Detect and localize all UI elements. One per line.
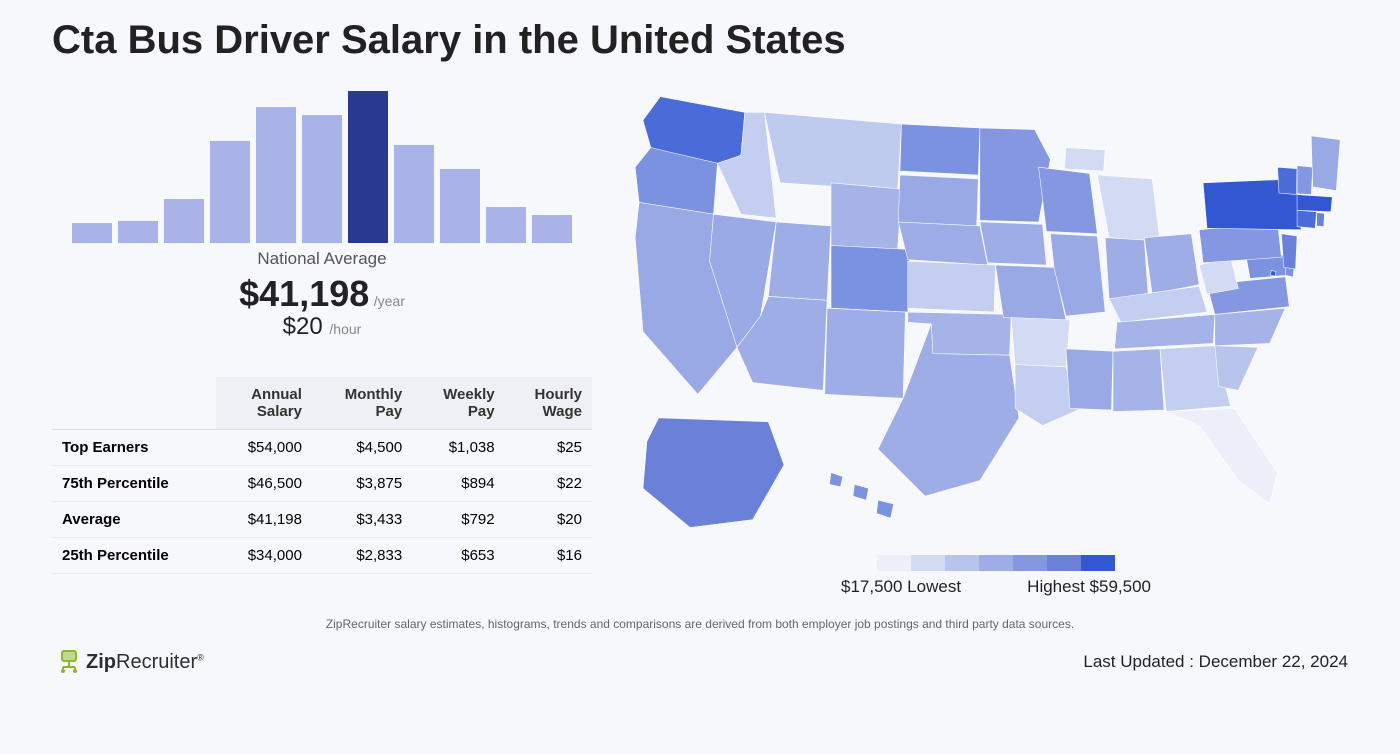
average-salary-block: $41,198 /year $20 /hour xyxy=(52,273,592,341)
state-ia xyxy=(980,222,1047,265)
legend-low-label: $17,500 Lowest xyxy=(841,577,961,597)
table-row: 75th Percentile$46,500$3,875$894$22 xyxy=(52,466,592,502)
map-legend-labels: $17,500 Lowest Highest $59,500 xyxy=(841,577,1151,597)
legend-swatch xyxy=(979,555,1013,571)
histogram-bar xyxy=(348,91,388,243)
histogram-bar xyxy=(164,199,204,243)
table-cell: 25th Percentile xyxy=(52,538,216,574)
state-nd xyxy=(900,124,980,175)
state-co xyxy=(831,246,909,313)
table-cell: $22 xyxy=(505,466,592,502)
left-column: National Average $41,198 /year $20 /hour… xyxy=(52,81,592,597)
histogram-bar xyxy=(118,221,158,243)
state-vt xyxy=(1278,167,1298,194)
histogram-bar xyxy=(210,141,250,243)
state-ri xyxy=(1317,213,1325,227)
table-cell: $46,500 xyxy=(216,466,312,502)
state-oh xyxy=(1144,234,1199,294)
state-sd xyxy=(898,175,978,226)
state-nh xyxy=(1297,166,1313,195)
state-ms xyxy=(1066,349,1113,410)
legend-swatch xyxy=(1047,555,1081,571)
salary-table: AnnualSalaryMonthlyPayWeeklyPayHourlyWag… xyxy=(52,377,592,574)
table-cell: $653 xyxy=(412,538,504,574)
table-cell: $16 xyxy=(505,538,592,574)
state-ar xyxy=(1011,318,1070,367)
state-wi xyxy=(1039,167,1098,234)
state-me xyxy=(1311,136,1340,191)
state-nj xyxy=(1281,234,1297,269)
histogram-bar xyxy=(394,145,434,243)
table-cell: $3,875 xyxy=(312,466,412,502)
table-cell: $34,000 xyxy=(216,538,312,574)
table-cell: $2,833 xyxy=(312,538,412,574)
state-in xyxy=(1105,238,1148,299)
table-header-cell: AnnualSalary xyxy=(216,377,312,430)
legend-swatch xyxy=(1081,555,1115,571)
hourly-salary-value: $20 xyxy=(283,313,323,340)
table-cell: 75th Percentile xyxy=(52,466,216,502)
table-cell: $41,198 xyxy=(216,502,312,538)
content-row: National Average $41,198 /year $20 /hour… xyxy=(0,81,1400,597)
state-nc xyxy=(1215,308,1286,346)
chair-icon xyxy=(60,649,82,675)
state-wy xyxy=(831,183,902,250)
table-header-cell: MonthlyPay xyxy=(312,377,412,430)
table-header-cell: HourlyWage xyxy=(505,377,592,430)
state-ks xyxy=(908,261,996,312)
state-mt xyxy=(764,112,901,190)
state-nm xyxy=(825,308,906,398)
legend-swatch xyxy=(877,555,911,571)
legend-high-label: Highest $59,500 xyxy=(1027,577,1151,597)
state-ut xyxy=(768,222,831,300)
right-column: $17,500 Lowest Highest $59,500 xyxy=(592,81,1400,597)
legend-swatch xyxy=(1013,555,1047,571)
state-fl xyxy=(1166,408,1277,504)
table-cell: $54,000 xyxy=(216,430,312,466)
legend-swatch xyxy=(911,555,945,571)
state-ma xyxy=(1297,195,1332,212)
histogram-label: National Average xyxy=(52,249,592,269)
table-cell: Average xyxy=(52,502,216,538)
histogram-bar xyxy=(532,215,572,243)
histogram-bar xyxy=(72,223,112,243)
state-sc xyxy=(1215,346,1258,391)
histogram-bar xyxy=(440,169,480,243)
table-cell: $3,433 xyxy=(312,502,412,538)
table-row: Average$41,198$3,433$792$20 xyxy=(52,502,592,538)
table-cell: $1,038 xyxy=(412,430,504,466)
state-dc xyxy=(1270,271,1275,276)
logo-text: ZipRecruiter® xyxy=(86,651,204,674)
last-updated: Last Updated : December 22, 2024 xyxy=(1083,652,1348,672)
page-title: Cta Bus Driver Salary in the United Stat… xyxy=(52,18,1400,63)
annual-salary-value: $41,198 xyxy=(239,273,369,314)
histogram-bar xyxy=(486,207,526,243)
state-al xyxy=(1113,349,1164,412)
map-legend-swatches xyxy=(592,555,1400,571)
state-ct xyxy=(1297,210,1317,228)
table-cell: $4,500 xyxy=(312,430,412,466)
footer: ZipRecruiter® Last Updated : December 22… xyxy=(60,649,1348,675)
table-cell: $25 xyxy=(505,430,592,466)
annual-salary-unit: /year xyxy=(374,293,405,309)
table-header-cell: WeeklyPay xyxy=(412,377,504,430)
histogram-bar xyxy=(256,107,296,243)
state-ne xyxy=(898,222,987,265)
table-row: 25th Percentile$34,000$2,833$653$16 xyxy=(52,538,592,574)
table-cell: $20 xyxy=(505,502,592,538)
hourly-salary-unit: /hour xyxy=(329,321,361,337)
us-choropleth-map xyxy=(592,81,1352,551)
table-header-cell xyxy=(52,377,216,430)
histogram-bar xyxy=(302,115,342,243)
salary-histogram xyxy=(52,91,592,243)
ziprecruiter-logo: ZipRecruiter® xyxy=(60,649,204,675)
data-source-footnote: ZipRecruiter salary estimates, histogram… xyxy=(0,617,1400,631)
table-cell: $894 xyxy=(412,466,504,502)
table-row: Top Earners$54,000$4,500$1,038$25 xyxy=(52,430,592,466)
table-cell: Top Earners xyxy=(52,430,216,466)
legend-swatch xyxy=(945,555,979,571)
state-hi xyxy=(829,473,893,518)
table-cell: $792 xyxy=(412,502,504,538)
state-ak xyxy=(643,418,784,528)
